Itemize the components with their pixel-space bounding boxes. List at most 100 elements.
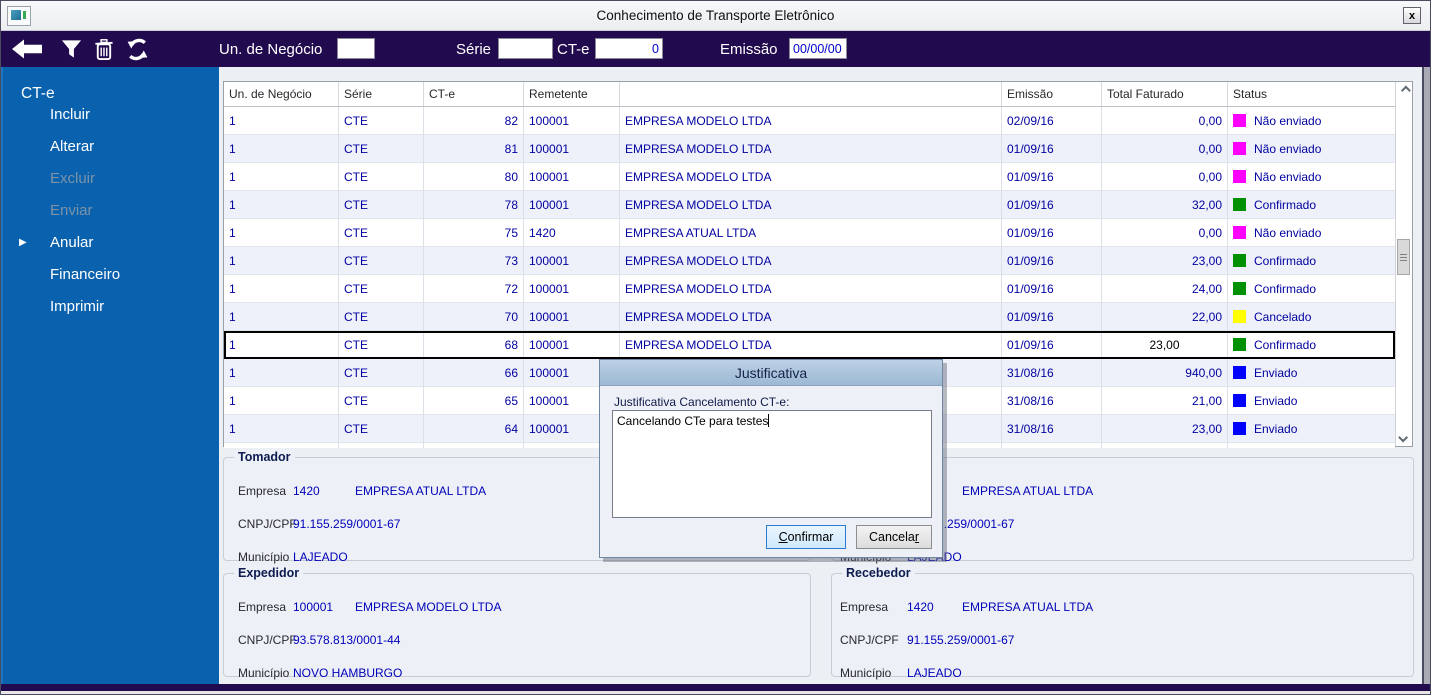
status-label: Não enviado: [1254, 169, 1322, 184]
justificativa-textarea[interactable]: Cancelando CTe para testes: [612, 410, 932, 518]
refresh-icon[interactable]: [125, 31, 150, 67]
cell-emissao: [1002, 443, 1102, 448]
title-bar: Conhecimento de Transporte Eletrônico x: [1, 1, 1430, 31]
municipio-label: Município: [238, 549, 290, 564]
status-swatch: [1233, 254, 1246, 267]
table-row[interactable]: 1 CTE 78 100001 EMPRESA MODELO LTDA 01/0…: [224, 191, 1395, 219]
table-row[interactable]: 1 CTE 72 100001 EMPRESA MODELO LTDA 01/0…: [224, 275, 1395, 303]
cell-status: Confirmado: [1228, 247, 1395, 275]
cell-cte: 73: [424, 247, 524, 275]
empresa-label: Empresa: [238, 599, 287, 614]
vertical-scrollbar[interactable]: [1395, 82, 1412, 446]
cell-un-negocio: [224, 443, 339, 448]
status-swatch: [1233, 422, 1246, 435]
municipio-label: Município: [238, 665, 290, 680]
cell-serie: CTE: [339, 247, 424, 275]
sidebar-item-label: Imprimir: [50, 298, 105, 315]
sidebar-item-excluir: Excluir: [3, 163, 219, 195]
cell-cte: 64: [424, 415, 524, 443]
delete-icon[interactable]: [93, 31, 114, 67]
sidebar-item-anular[interactable]: ▶ Anular: [3, 227, 219, 259]
cell-status: Não enviado: [1228, 107, 1395, 135]
cell-un-negocio: 1: [224, 135, 339, 163]
cnpj-value: 93.578.813/0001-44: [293, 632, 401, 647]
scroll-down-icon[interactable]: [1396, 429, 1412, 446]
emissao-input[interactable]: [789, 38, 847, 59]
table-row[interactable]: 1 CTE 68 100001 EMPRESA MODELO LTDA 01/0…: [224, 331, 1395, 359]
cell-emissao: 01/09/16: [1002, 191, 1102, 219]
cell-serie: [339, 443, 424, 448]
cell-total-faturado: 0,00: [1102, 163, 1228, 191]
cell-cte: 82: [424, 107, 524, 135]
header-total-faturado[interactable]: Total Faturado: [1102, 82, 1228, 106]
cell-remetente-nome: EMPRESA MODELO LTDA: [620, 275, 1002, 303]
header-un-negocio[interactable]: Un. de Negócio: [224, 82, 339, 106]
cell-status: Não enviado: [1228, 135, 1395, 163]
back-icon[interactable]: [11, 31, 43, 67]
cell-total-faturado: 940,00: [1102, 359, 1228, 387]
header-remetente[interactable]: Remetente: [524, 82, 620, 106]
scrollbar-thumb[interactable]: [1397, 239, 1410, 275]
empresa-name: EMPRESA MODELO LTDA: [355, 599, 502, 614]
status-label: Enviado: [1254, 421, 1298, 436]
status-label: Não enviado: [1254, 113, 1322, 128]
sidebar-item-incluir[interactable]: Incluir: [3, 99, 219, 131]
header-serie[interactable]: Série: [339, 82, 424, 106]
cell-cte: 70: [424, 303, 524, 331]
cell-emissao: 31/08/16: [1002, 359, 1102, 387]
cell-serie: CTE: [339, 359, 424, 387]
municipio-value: NOVO HAMBURGO: [293, 665, 403, 680]
cell-status: Não enviado: [1228, 163, 1395, 191]
un-negocio-input[interactable]: [337, 38, 375, 59]
status-swatch: [1233, 310, 1246, 323]
header-status[interactable]: Status: [1233, 87, 1268, 101]
header-emissao[interactable]: Emissão: [1002, 82, 1102, 106]
municipio-value: LAJEADO: [293, 549, 348, 564]
cell-total-faturado: 0,00: [1102, 107, 1228, 135]
scrollbar-track[interactable]: [1396, 99, 1412, 429]
cte-label: CT-e: [557, 40, 590, 58]
sidebar-item-imprimir[interactable]: Imprimir: [3, 291, 219, 323]
cell-total-faturado: 22,00: [1102, 303, 1228, 331]
cell-status: Confirmado: [1228, 275, 1395, 303]
cell-cte: 65: [424, 387, 524, 415]
header-cte[interactable]: CT-e: [424, 82, 524, 106]
cancelar-button[interactable]: Cancela r: [856, 525, 932, 549]
cell-remetente-codigo: 100001: [524, 303, 620, 331]
window-bottom-frame: [1, 684, 1430, 691]
status-label: Confirmado: [1254, 281, 1317, 296]
justificativa-dialog: Justificativa Justificativa Cancelamento…: [599, 359, 943, 558]
cnpj-value: 91.155.259/0001-67: [293, 516, 401, 531]
cell-cte: 78: [424, 191, 524, 219]
cell-cte: 66: [424, 359, 524, 387]
close-icon[interactable]: x: [1403, 7, 1421, 24]
filter-icon[interactable]: [61, 31, 82, 67]
cell-serie: CTE: [339, 331, 424, 359]
cell-un-negocio: 1: [224, 107, 339, 135]
table-row[interactable]: 1 CTE 81 100001 EMPRESA MODELO LTDA 01/0…: [224, 135, 1395, 163]
panel-title: Tomador: [234, 450, 295, 464]
cell-un-negocio: 1: [224, 219, 339, 247]
cell-remetente-nome: EMPRESA MODELO LTDA: [620, 107, 1002, 135]
cte-input[interactable]: [595, 38, 663, 59]
sidebar-item-financeiro[interactable]: Financeiro: [3, 259, 219, 291]
table-row[interactable]: 1 CTE 73 100001 EMPRESA MODELO LTDA 01/0…: [224, 247, 1395, 275]
cell-remetente-nome: [620, 443, 1002, 448]
cell-remetente-codigo: 100001: [524, 107, 620, 135]
sidebar-item-label: Alterar: [50, 138, 95, 155]
serie-input[interactable]: [498, 38, 553, 59]
empresa-label: Empresa: [238, 483, 287, 498]
sidebar-title: CT-e: [21, 85, 55, 102]
header-remetente-nome[interactable]: [620, 82, 1002, 106]
scroll-up-icon[interactable]: [1396, 82, 1412, 99]
table-body: 1 CTE 82 100001 EMPRESA MODELO LTDA 02/0…: [224, 107, 1395, 448]
cell-status: Não enviado: [1228, 219, 1395, 247]
table-row[interactable]: 1 CTE 75 1420 EMPRESA ATUAL LTDA 01/09/1…: [224, 219, 1395, 247]
table-row[interactable]: 1 CTE 70 100001 EMPRESA MODELO LTDA 01/0…: [224, 303, 1395, 331]
table-row[interactable]: 1 CTE 80 100001 EMPRESA MODELO LTDA 01/0…: [224, 163, 1395, 191]
cell-cte: 75: [424, 219, 524, 247]
sidebar-item-alterar[interactable]: Alterar: [3, 131, 219, 163]
table-row[interactable]: 1 CTE 82 100001 EMPRESA MODELO LTDA 02/0…: [224, 107, 1395, 135]
